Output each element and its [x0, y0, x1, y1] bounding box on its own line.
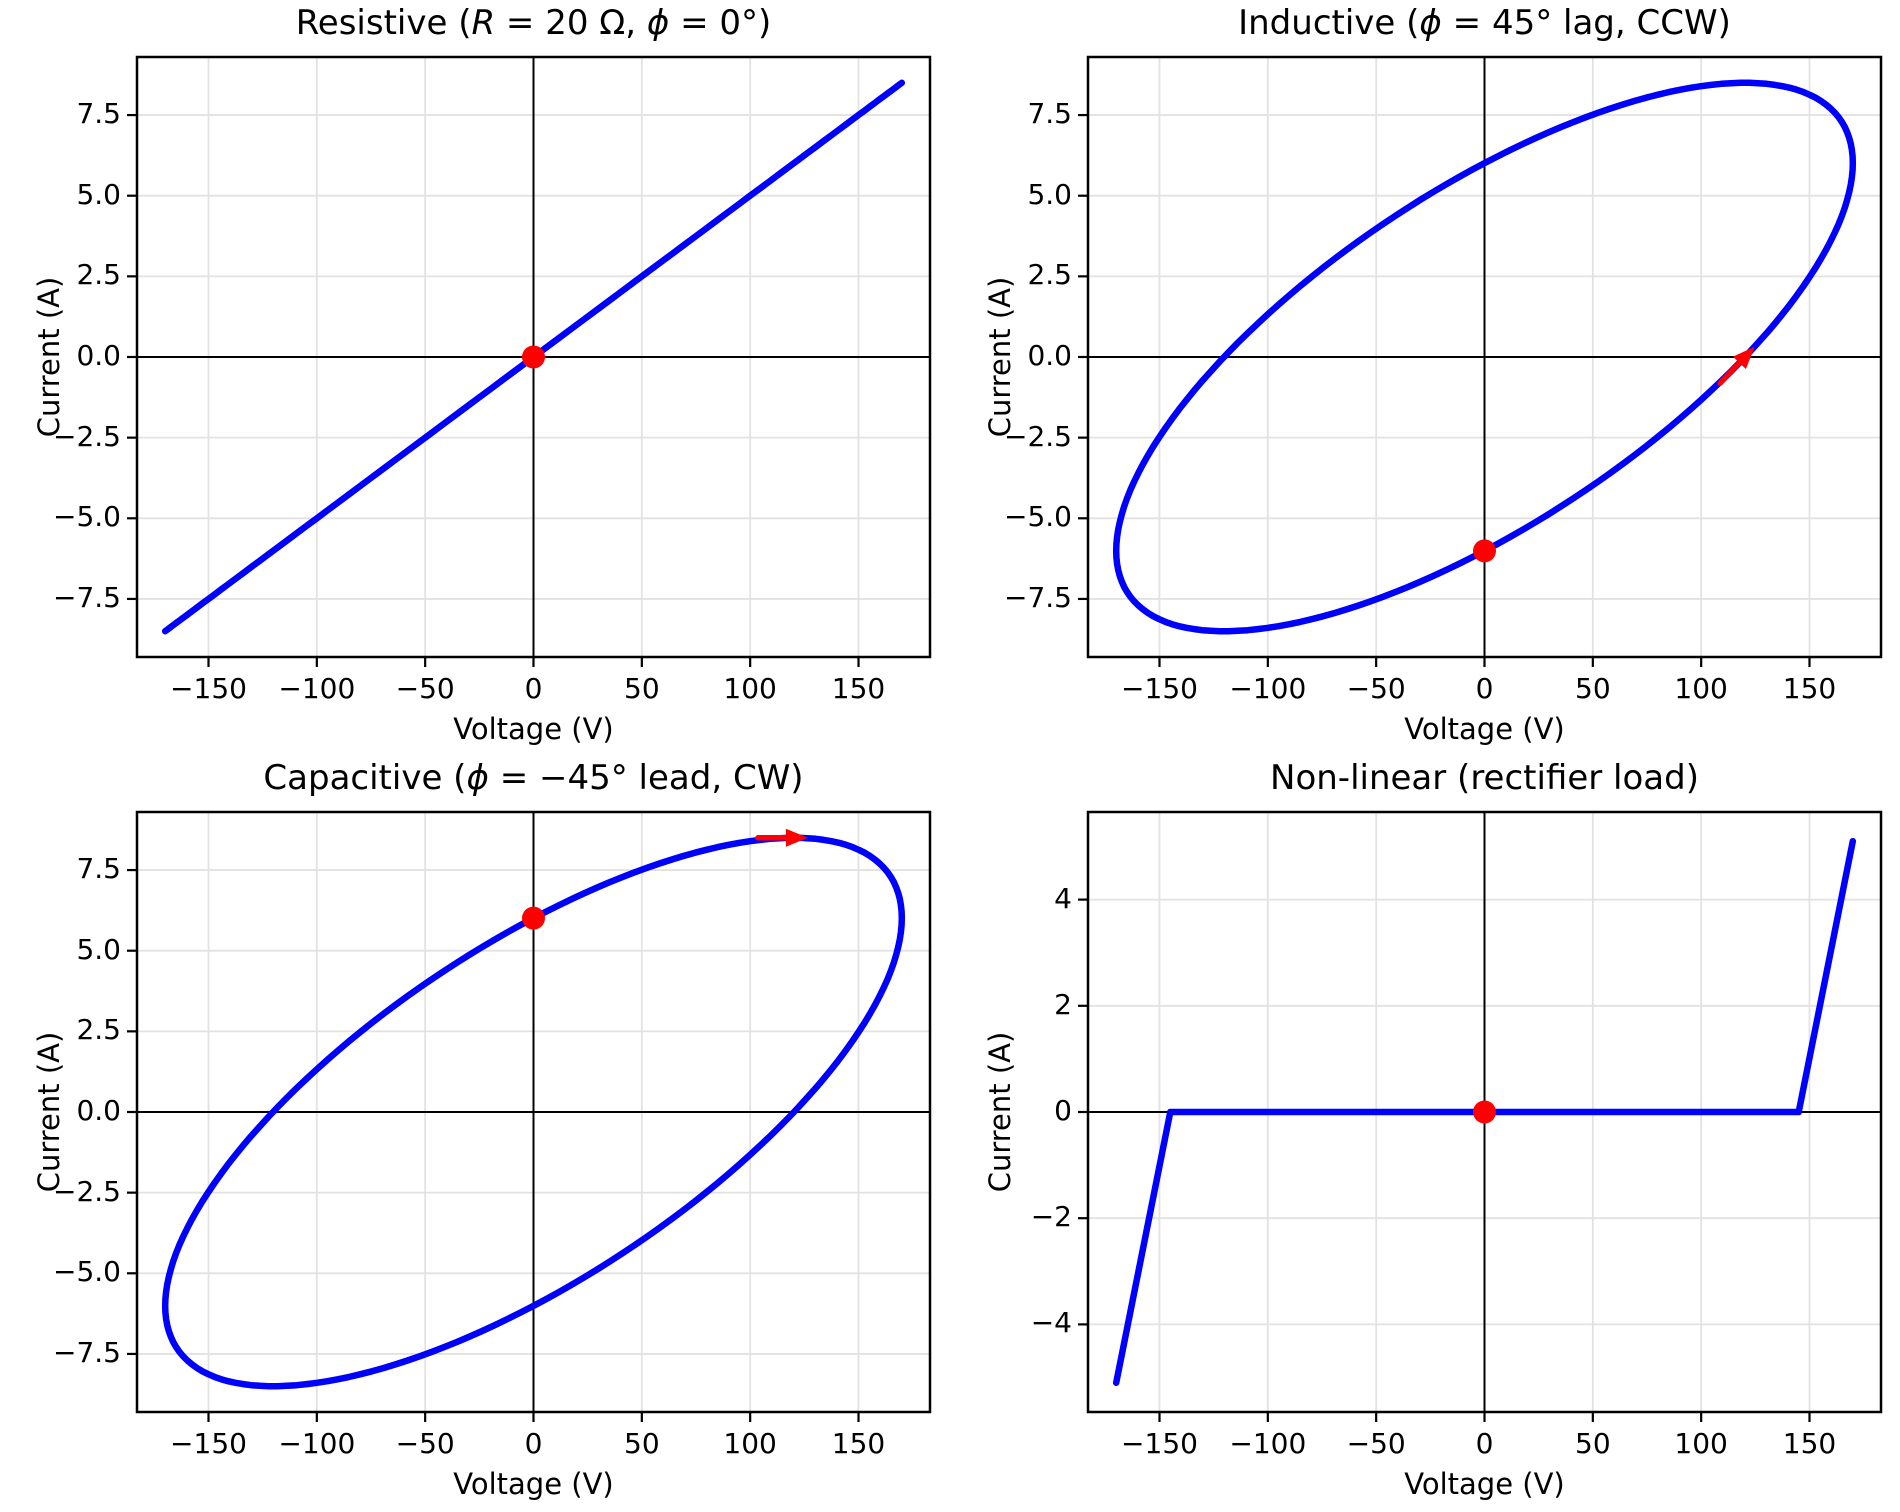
title-segment: Non-linear (rectifier load) [1270, 758, 1699, 798]
x-tick-label: 150 [1782, 672, 1837, 705]
title-segment: ϕ [466, 758, 489, 798]
y-tick-label: 2.5 [1027, 258, 1072, 292]
y-tick-label: 4 [1054, 881, 1072, 915]
title-segment: = 45° lag, CCW) [1441, 3, 1731, 43]
phase-marker-dot [522, 345, 545, 369]
title-segment: = −45° lead, CW) [488, 758, 804, 798]
plot-title: Resistive (R = 20 Ω, ϕ = 0°) [137, 3, 930, 43]
y-tick-label: −5.0 [53, 1255, 121, 1289]
x-tick-label: −100 [278, 1427, 356, 1460]
y-tick-label: −2.5 [53, 419, 121, 453]
subplot-capacitive: Capacitive (ϕ = −45° lead, CW) −150 −100 −5… [32, 759, 932, 1501]
direction-arrow-head [785, 828, 808, 847]
x-axis-label: Voltage (V) [453, 1467, 614, 1501]
plot-svg [127, 55, 932, 667]
x-tick-label: −150 [1121, 1427, 1198, 1460]
y-axis-label: Current (A) [32, 1031, 66, 1193]
y-tick-label: −5.0 [53, 500, 121, 534]
y-tick-label: 7.5 [76, 97, 121, 131]
y-tick-label: 2.5 [76, 1013, 121, 1047]
title-segment: Inductive ( [1238, 3, 1420, 43]
subplot-inductive: Inductive (ϕ = 45° lag, CCW) −150 −100 −50 0… [983, 4, 1883, 746]
x-tick-label: 50 [624, 672, 660, 705]
x-tick-label: 0 [524, 1427, 543, 1460]
x-tick-label: −50 [1346, 1427, 1406, 1460]
direction-arrow-head [1732, 346, 1755, 369]
plot-svg [127, 810, 932, 1422]
plot-svg [1078, 810, 1883, 1422]
y-axis-label: Current (A) [983, 276, 1017, 438]
x-tick-label: −100 [1229, 672, 1307, 705]
x-tick-label: 100 [1674, 1427, 1728, 1460]
x-tick-label: 0 [1475, 672, 1494, 705]
plot-svg [1078, 55, 1883, 667]
y-tick-label: −7.5 [53, 1335, 121, 1369]
y-tick-label: −2.5 [53, 1174, 121, 1208]
x-tick-label: 0 [1475, 1427, 1494, 1460]
y-tick-label: 5.0 [76, 932, 121, 966]
y-tick-label: 0 [1054, 1094, 1072, 1127]
y-tick-label: −7.5 [53, 580, 121, 614]
x-tick-label: 50 [1575, 672, 1611, 705]
axes-border [1086, 55, 1883, 659]
x-tick-label: 150 [831, 1427, 886, 1460]
x-tick-label: −100 [1229, 1427, 1307, 1460]
vi-curve [1112, 79, 1857, 635]
vi-curve [161, 834, 906, 1390]
phase-marker-dot [1473, 1100, 1496, 1124]
y-tick-label: −2 [1030, 1200, 1072, 1234]
x-tick-label: 50 [1575, 1427, 1611, 1460]
y-tick-label: 5.0 [1027, 177, 1072, 211]
x-tick-label: 100 [723, 672, 777, 705]
x-axis-label: Voltage (V) [1404, 712, 1565, 746]
y-tick-label: 2.5 [76, 258, 121, 292]
x-tick-label: 150 [1782, 1427, 1837, 1460]
title-segment: R [471, 3, 496, 43]
x-tick-label: 100 [723, 1427, 777, 1460]
phase-marker-dot [522, 906, 545, 930]
x-tick-label: 150 [831, 672, 886, 705]
title-segment: ϕ [1419, 3, 1442, 43]
axes-border [135, 55, 932, 659]
x-tick-label: 100 [1674, 672, 1728, 705]
x-tick-label: −150 [170, 1427, 247, 1460]
title-segment: = 20 Ω, [495, 3, 647, 43]
y-tick-label: 0.0 [1027, 339, 1072, 372]
y-tick-label: 0.0 [76, 1094, 121, 1127]
x-axis-label: Voltage (V) [453, 712, 614, 746]
plot-title: Non-linear (rectifier load) [1088, 758, 1881, 798]
subplot-resistive: Resistive (R = 20 Ω, ϕ = 0°) −150 −100 −50 0… [32, 4, 932, 746]
x-axis-label: Voltage (V) [1404, 1467, 1565, 1501]
x-tick-label: 0 [524, 672, 543, 705]
y-axis-label: Current (A) [983, 1031, 1017, 1193]
x-tick-label: 50 [624, 1427, 660, 1460]
x-tick-label: −50 [395, 1427, 455, 1460]
title-segment: Resistive ( [295, 3, 472, 43]
plot-title: Capacitive (ϕ = −45° lead, CW) [137, 758, 930, 798]
y-tick-label: −5.0 [1004, 500, 1072, 534]
title-segment: Capacitive ( [263, 758, 467, 798]
x-tick-label: −150 [170, 672, 247, 705]
x-tick-label: −150 [1121, 672, 1198, 705]
y-tick-label: −2.5 [1004, 419, 1072, 453]
phase-marker-dot [1473, 539, 1496, 563]
y-tick-label: −4 [1030, 1306, 1072, 1340]
y-tick-label: 7.5 [76, 852, 121, 886]
y-tick-label: −7.5 [1004, 580, 1072, 614]
y-tick-label: 7.5 [1027, 97, 1072, 131]
subplot-nonlinear: Non-linear (rectifier load) −150 −100 −50 0 5… [983, 759, 1883, 1501]
title-segment: ϕ [646, 3, 670, 43]
axes-border [1086, 810, 1883, 1414]
y-tick-label: 2 [1054, 987, 1072, 1021]
y-tick-label: 0.0 [76, 339, 121, 372]
plot-title: Inductive (ϕ = 45° lag, CCW) [1088, 3, 1881, 43]
x-tick-label: −100 [278, 672, 356, 705]
y-tick-label: 5.0 [76, 177, 121, 211]
y-axis-label: Current (A) [32, 276, 66, 438]
x-tick-label: −50 [1346, 672, 1406, 705]
x-tick-label: −50 [395, 672, 455, 705]
axes-border [135, 810, 932, 1414]
title-segment: = 0°) [669, 3, 772, 43]
